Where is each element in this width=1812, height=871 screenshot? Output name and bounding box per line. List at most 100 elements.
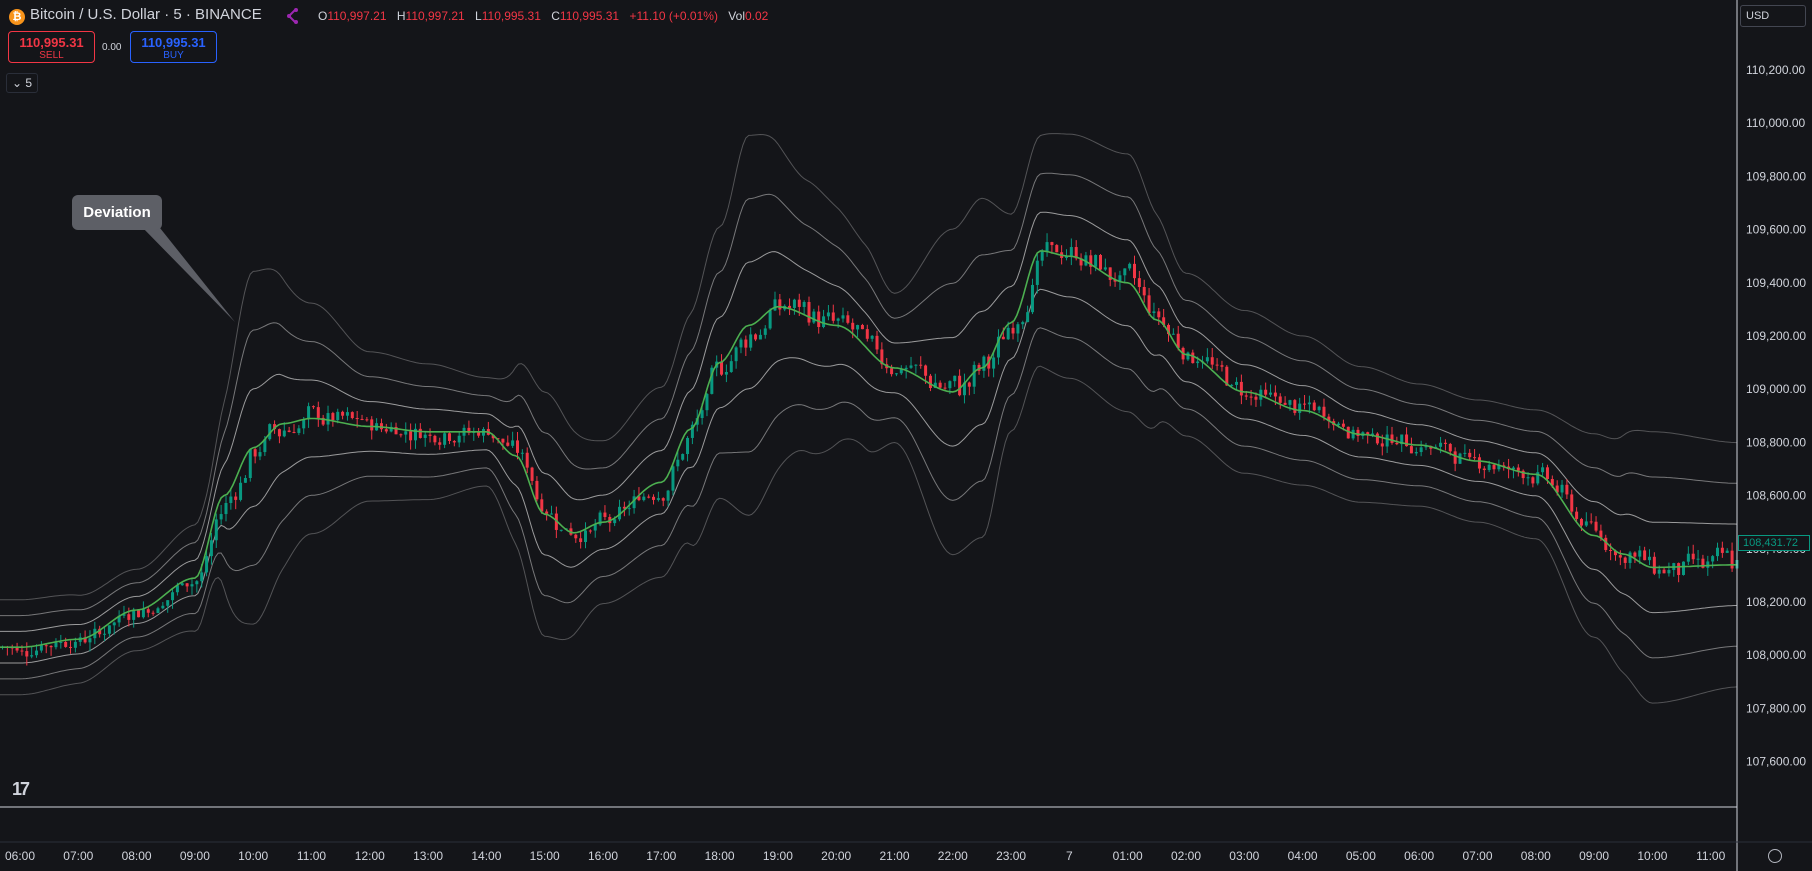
candle-body xyxy=(559,529,563,531)
candle-body xyxy=(953,375,957,382)
candle-body xyxy=(588,530,592,532)
candle-body xyxy=(1293,400,1297,413)
candle-body xyxy=(209,540,213,557)
candle-body xyxy=(59,641,63,643)
candle-body xyxy=(166,600,170,606)
candle-body xyxy=(1186,352,1190,360)
candle-body xyxy=(520,452,524,454)
candle-body xyxy=(1337,423,1341,426)
candle-body xyxy=(1667,569,1671,574)
candle-body xyxy=(195,581,199,585)
candle-body xyxy=(151,612,155,614)
price-tick-label: 109,200.00 xyxy=(1746,329,1806,343)
candle-body xyxy=(112,622,116,626)
candle-body xyxy=(25,651,29,657)
candle-body xyxy=(744,339,748,348)
candle-body xyxy=(812,311,816,323)
candle-body xyxy=(836,318,840,321)
time-axis: 06:00 07:00 08:00 09:00 10:00 11:00 12:00 13:00… xyxy=(5,849,1726,863)
time-tick-label: 09:00 xyxy=(180,849,210,863)
candle-body xyxy=(1443,442,1447,444)
candle-body xyxy=(1225,366,1229,386)
candle-body xyxy=(1677,563,1681,575)
candle-body xyxy=(1074,247,1078,259)
candle-body xyxy=(156,608,160,614)
time-tick-label: 21:00 xyxy=(879,849,909,863)
ohlc-legend: O110,997.21 H110,997.21 L110,995.31 C110… xyxy=(318,9,768,23)
candle-body xyxy=(1701,558,1705,568)
deviation-band-up-2 xyxy=(0,172,1737,617)
candle-body xyxy=(409,431,413,441)
settings-icon[interactable] xyxy=(1768,849,1782,863)
candle-body xyxy=(1050,242,1054,246)
candle-body xyxy=(1400,434,1404,445)
candle-body xyxy=(1691,553,1695,560)
candle-body xyxy=(661,498,665,501)
candle-body xyxy=(928,375,932,389)
price-tick-label: 108,800.00 xyxy=(1746,435,1806,449)
candle-body xyxy=(457,435,461,443)
candle-body xyxy=(904,367,908,370)
candle-body xyxy=(972,364,976,387)
candle-body xyxy=(1395,442,1399,445)
candle-body xyxy=(622,506,626,509)
candle-body xyxy=(1681,561,1685,575)
candle-body xyxy=(190,584,194,587)
candle-body xyxy=(1079,258,1083,266)
candle-body xyxy=(1249,396,1253,398)
candle-body xyxy=(943,387,947,389)
candle-body xyxy=(1686,553,1690,562)
flag-icon[interactable] xyxy=(284,7,302,25)
candle-body xyxy=(1405,434,1409,447)
candle-body xyxy=(666,490,670,501)
symbol-title[interactable]: Bitcoin / U.S. Dollar · 5 · BINANCE xyxy=(30,6,262,23)
candle-body xyxy=(1541,467,1545,473)
candle-body xyxy=(1142,286,1146,296)
candle-body xyxy=(1346,426,1350,439)
deviation-callout[interactable]: Deviation xyxy=(72,195,162,230)
candle-body xyxy=(540,499,544,512)
candle-body xyxy=(1696,558,1700,560)
interval-toggle[interactable]: ⌄ 5 xyxy=(6,73,39,93)
candle-body xyxy=(1167,324,1171,335)
deviation-band-dn-3 xyxy=(0,365,1737,704)
candle-body xyxy=(948,381,952,389)
candle-body xyxy=(277,429,281,437)
high-value: 110,997.21 xyxy=(405,9,465,23)
time-tick-label: 02:00 xyxy=(1171,849,1201,863)
candle-body xyxy=(749,334,753,348)
candle-body xyxy=(341,411,345,416)
candle-body xyxy=(1424,446,1428,448)
candle-body xyxy=(1482,468,1486,471)
time-tick-label: 11:00 xyxy=(297,849,326,863)
candle-body xyxy=(355,418,359,420)
time-tick-label: 11:00 xyxy=(1696,849,1725,863)
candle-body xyxy=(1103,267,1107,270)
candle-body xyxy=(205,556,209,573)
candle-body xyxy=(1084,255,1088,266)
candle-body xyxy=(1657,569,1661,574)
time-tick-label: 13:00 xyxy=(413,849,443,863)
candle-body xyxy=(637,496,641,501)
candle-body xyxy=(1550,479,1554,486)
candle-body xyxy=(413,428,417,441)
time-tick-label: 18:00 xyxy=(705,849,735,863)
candle-body xyxy=(1235,381,1239,385)
candle-body xyxy=(593,524,597,531)
candle-body xyxy=(1477,457,1481,469)
candle-body xyxy=(1716,547,1720,557)
price-tick-label: 108,600.00 xyxy=(1746,489,1806,503)
candle-body xyxy=(69,646,73,648)
candle-body xyxy=(1492,464,1496,470)
sell-button[interactable]: 110,995.31 SELL xyxy=(8,31,95,63)
candle-body xyxy=(1511,467,1515,470)
candle-body xyxy=(1711,556,1715,562)
currency-select[interactable]: USD xyxy=(1740,5,1806,27)
candle-body xyxy=(1487,464,1491,471)
open-value: 110,997.21 xyxy=(327,9,387,23)
buy-button[interactable]: 110,995.31 BUY xyxy=(130,31,217,63)
candle-body xyxy=(1730,550,1734,569)
candle-body xyxy=(161,605,165,609)
candle-body xyxy=(992,357,996,369)
